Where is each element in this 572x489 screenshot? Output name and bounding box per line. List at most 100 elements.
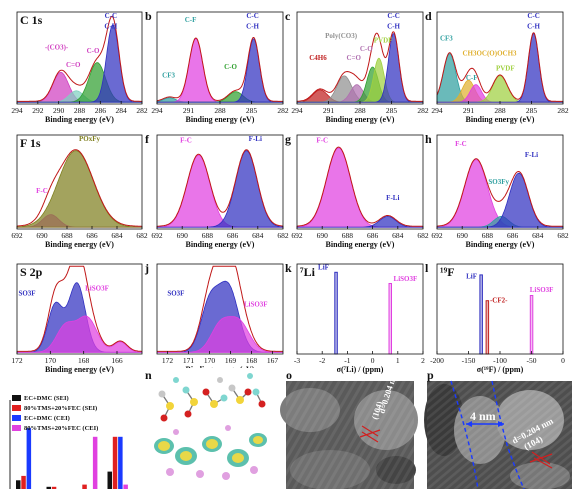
x-tick-label: 285 — [386, 106, 398, 115]
sei-thickness-label: 4 nm — [470, 409, 496, 423]
peak-label: CH3OC(O)OCH3 — [462, 50, 517, 58]
x-tick-label: 288 — [354, 106, 366, 115]
x-tick-label: 285 — [526, 106, 538, 115]
peak-label: SO3F — [167, 290, 184, 298]
x-tick-label: 686 — [227, 231, 239, 240]
plot-frame — [156, 263, 284, 355]
peak-label: C-F — [466, 74, 478, 82]
panel-letter-f: f — [145, 132, 150, 146]
plot-frame — [296, 134, 424, 230]
x-tick-label: 292 — [32, 106, 44, 115]
bar — [46, 486, 51, 489]
peak-liso3f — [529, 295, 534, 355]
x-tick-label: 294 — [291, 106, 303, 115]
plot-frame — [436, 134, 564, 230]
peak-label: F-C — [316, 137, 328, 145]
peak-label: -(CO3)- — [45, 43, 69, 51]
peak-label: F-C — [36, 187, 48, 195]
x-axis-label: Binding energy (eV) — [45, 365, 114, 374]
row-title: F 1s — [20, 136, 41, 150]
legend-label: 80%TMS+20%FEC (CEI) — [24, 425, 98, 432]
peak-label: LiSO3F — [394, 275, 418, 283]
peak-liso3f — [388, 283, 392, 355]
panel-letter-g: g — [285, 132, 291, 146]
peak-label: LiF — [466, 272, 477, 280]
peak-f-li — [297, 216, 423, 228]
x-tick-label: 294 — [151, 106, 163, 115]
panel-letter-d: d — [425, 9, 432, 23]
x-tick-label: 682 — [136, 231, 148, 240]
bar — [26, 428, 32, 489]
panel-d: 294 291 288 285 282 Binding energy (eV) CF3 CH3… — [425, 9, 569, 124]
x-tick-label: 0 — [371, 356, 375, 365]
peak-lif — [479, 274, 483, 355]
spectra-panels: 294 292 290 288 286 284 282 Binding energy (eV)… — [11, 9, 569, 374]
x-tick-label: 169 — [225, 356, 237, 365]
x-axis-label: Binding energy (eV) — [466, 115, 535, 124]
peak-label: PVDF — [496, 65, 515, 73]
legend-label: EC+DMC (SEI) — [24, 395, 69, 402]
x-tick-label: 291 — [183, 106, 195, 115]
panel-letter-p: p — [427, 368, 434, 382]
x-tick-label: 682 — [277, 231, 289, 240]
panel-letter-b: b — [145, 9, 152, 23]
panel-f: 692 690 688 686 684 682 Binding energy (eV) F-C… — [145, 132, 289, 249]
x-tick-label: 686 — [507, 231, 519, 240]
fit-envelope — [157, 149, 284, 227]
peak-label: C-H — [387, 22, 400, 30]
x-tick-label: -150 — [462, 356, 476, 365]
row-title: C 1s — [20, 13, 43, 27]
panel-letter-j: j — [144, 261, 149, 275]
peak-label: F-C — [180, 137, 192, 145]
legend-swatch — [12, 425, 21, 431]
x-tick-label: 288 — [494, 106, 506, 115]
x-tick-label: 2 — [421, 356, 425, 365]
x-tick-label: 0 — [561, 356, 565, 365]
peak-label: C-O — [224, 63, 237, 71]
x-axis-label: Binding energy (eV) — [186, 240, 255, 249]
x-tick-label: 686 — [86, 231, 98, 240]
peak-label: C-O — [87, 47, 100, 55]
panel-h: 692 690 688 686 684 682 Binding energy (eV) F-C… — [425, 132, 569, 249]
peak-lif — [334, 271, 338, 355]
x-tick-label: 690 — [457, 231, 469, 240]
peak-label: F-Li — [386, 194, 399, 202]
charge-density-lobes — [154, 425, 267, 480]
peak-label: C-C — [105, 12, 117, 20]
peak-label: C4H6 — [309, 54, 327, 62]
x-tick-label: 170 — [204, 356, 216, 365]
peak-label: C-F — [185, 16, 197, 24]
panel-letter-h: h — [425, 132, 432, 146]
x-tick-label: 166 — [111, 356, 123, 365]
panel-g: 692 690 688 686 684 682 Binding energy (eV) F-C… — [285, 132, 429, 249]
fit-envelope — [296, 31, 423, 102]
x-tick-label: 171 — [183, 356, 195, 365]
x-tick-label: 690 — [36, 231, 48, 240]
x-axis-label: Binding energy (eV) — [186, 115, 255, 124]
x-tick-label: 285 — [246, 106, 258, 115]
panel-a: 294 292 290 288 286 284 282 Binding energy (eV)… — [11, 11, 148, 124]
peak-f-c — [296, 147, 423, 228]
panel-letter-k: k — [285, 261, 292, 275]
fit-envelope — [297, 146, 423, 227]
x-tick-label: 686 — [367, 231, 379, 240]
panel-j: 172171170169168167Binding energy (eV)SO3… — [144, 261, 284, 374]
bar — [21, 475, 26, 489]
x-tick-label: 682 — [557, 231, 569, 240]
x-tick-label: 282 — [557, 106, 569, 115]
x-tick-label: 688 — [61, 231, 73, 240]
x-tick-label: 692 — [11, 231, 23, 240]
peak-label: C-C — [527, 12, 539, 20]
peak-f-li — [437, 172, 563, 228]
x-axis-label: σ(⁷Li) / (ppm) — [337, 365, 384, 374]
legend: EC+DMC (SEI) 80%TMS+20%FEC (SEI) EC+DMC (C… — [12, 395, 98, 432]
panel-letter-l: l — [425, 261, 429, 275]
peak-label: C=O — [66, 61, 81, 69]
bar — [51, 486, 57, 489]
x-tick-label: 168 — [246, 356, 258, 365]
x-tick-label: 688 — [202, 231, 214, 240]
x-tick-label: 692 — [291, 231, 303, 240]
peak-label: LiSO3F — [85, 284, 109, 292]
bar — [112, 436, 118, 489]
x-axis-label: Binding energy (eV) — [45, 240, 114, 249]
